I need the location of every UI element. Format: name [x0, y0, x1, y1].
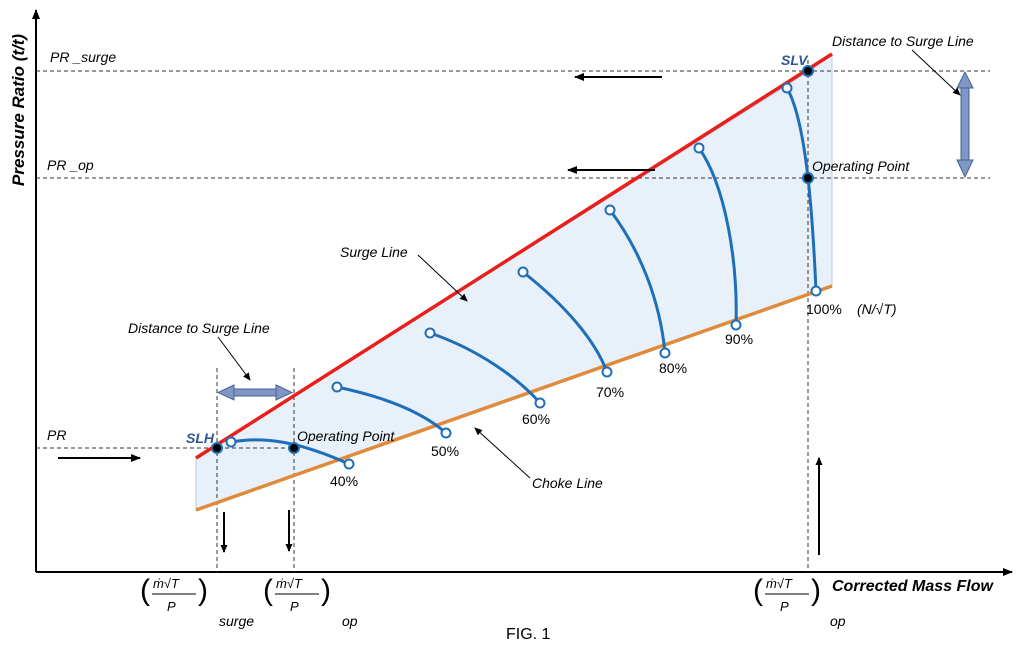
mass-flow-op-right-label: ( ṁ√T P ) op	[753, 574, 846, 629]
mass-flow-op-right-subscript: op	[830, 613, 846, 629]
choke-line	[195, 284, 833, 512]
op-upper-label: Operating Point	[812, 158, 910, 174]
double-arrow-vertical	[956, 70, 974, 179]
x-axis-label: Corrected Mass Flow	[832, 578, 994, 595]
speed-unit-label: (N/√T)	[857, 301, 897, 317]
svg-text:): )	[321, 574, 331, 607]
pr-label: PR	[47, 427, 66, 443]
distance-upper-leader	[911, 49, 961, 96]
speed-label-40: 40%	[330, 473, 358, 489]
surge-line-leader	[417, 254, 468, 302]
speed-label-100: 100%	[806, 301, 842, 317]
svg-text:): )	[198, 574, 208, 607]
speed-label-60: 60%	[522, 411, 550, 427]
pr-op-label: PR _op	[47, 157, 94, 173]
distance-lower-leader	[217, 336, 251, 381]
y-axis-label: Pressure Ratio (t/t)	[9, 34, 28, 186]
slh-point	[211, 442, 223, 454]
op-lower-label: Operating Point	[297, 428, 395, 444]
key-points	[211, 65, 814, 454]
op-point-lower	[288, 442, 300, 454]
svg-text:(: (	[753, 574, 763, 607]
mass-flow-op-subscript: op	[342, 613, 358, 629]
distance-upper-label: Distance to Surge Line	[832, 33, 974, 49]
svg-text:(: (	[140, 574, 150, 607]
choke-line-label: Choke Line	[532, 475, 603, 491]
mass-flow-op-numerator: ṁ√T	[276, 576, 303, 591]
svg-text:(: (	[263, 574, 273, 607]
speed-line-40	[230, 438, 350, 466]
speed-label-70: 70%	[596, 384, 624, 400]
speed-line-80	[608, 209, 667, 354]
speed-label-90: 90%	[725, 331, 753, 347]
pr-surge-label: PR _surge	[50, 49, 116, 65]
speed-line-100	[785, 87, 818, 292]
surge-line	[195, 52, 833, 460]
slh-label: SLH	[186, 430, 215, 446]
speed-lines	[230, 87, 818, 466]
op-point-upper	[802, 172, 814, 184]
mass-flow-op-label: ( ṁ√T P ) op	[263, 574, 358, 629]
mass-flow-op-denominator: P	[290, 599, 299, 614]
speed-label-50: 50%	[431, 443, 459, 459]
slv-point	[802, 65, 814, 77]
operating-region-fill	[195, 53, 833, 511]
speed-line-60	[429, 331, 542, 404]
speed-label-80: 80%	[659, 360, 687, 376]
speed-line-90	[697, 147, 738, 326]
slv-label: SLV	[781, 52, 809, 68]
svg-text:): )	[811, 574, 821, 607]
choke-line-leader	[474, 427, 531, 479]
surge-line-label: Surge Line	[340, 244, 408, 260]
distance-lower-label: Distance to Surge Line	[128, 320, 270, 336]
mass-flow-surge-denominator: P	[167, 599, 176, 614]
double-arrow-horizontal	[216, 384, 294, 401]
speed-line-50	[336, 385, 447, 435]
mass-flow-op-right-numerator: ṁ√T	[766, 576, 793, 591]
mass-flow-surge-subscript: surge	[219, 613, 254, 629]
mass-flow-op-right-denominator: P	[780, 599, 789, 614]
mass-flow-surge-numerator: ṁ√T	[153, 576, 180, 591]
figure-caption: FIG. 1	[506, 626, 551, 640]
speed-line-endpoints	[225, 82, 822, 470]
speed-line-70	[522, 270, 609, 373]
mass-flow-surge-label: ( ṁ√T P ) surge	[140, 574, 254, 629]
